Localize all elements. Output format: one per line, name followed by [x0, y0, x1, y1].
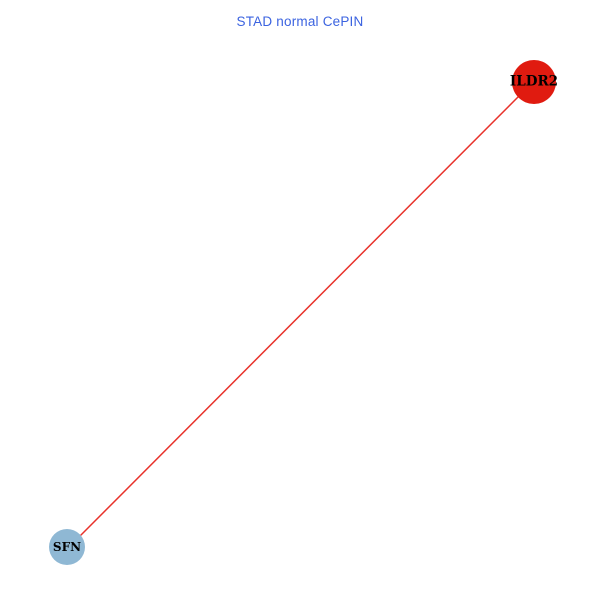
page-title: STAD normal CePIN: [236, 14, 364, 29]
node-label-sfn: SFN: [52, 540, 82, 554]
node-label-ildr2: ILDR2: [509, 73, 559, 90]
node-sfn[interactable]: SFN: [49, 529, 85, 565]
edge-sfn-ildr2[interactable]: [80, 96, 519, 536]
node-ildr2[interactable]: ILDR2: [509, 60, 559, 104]
